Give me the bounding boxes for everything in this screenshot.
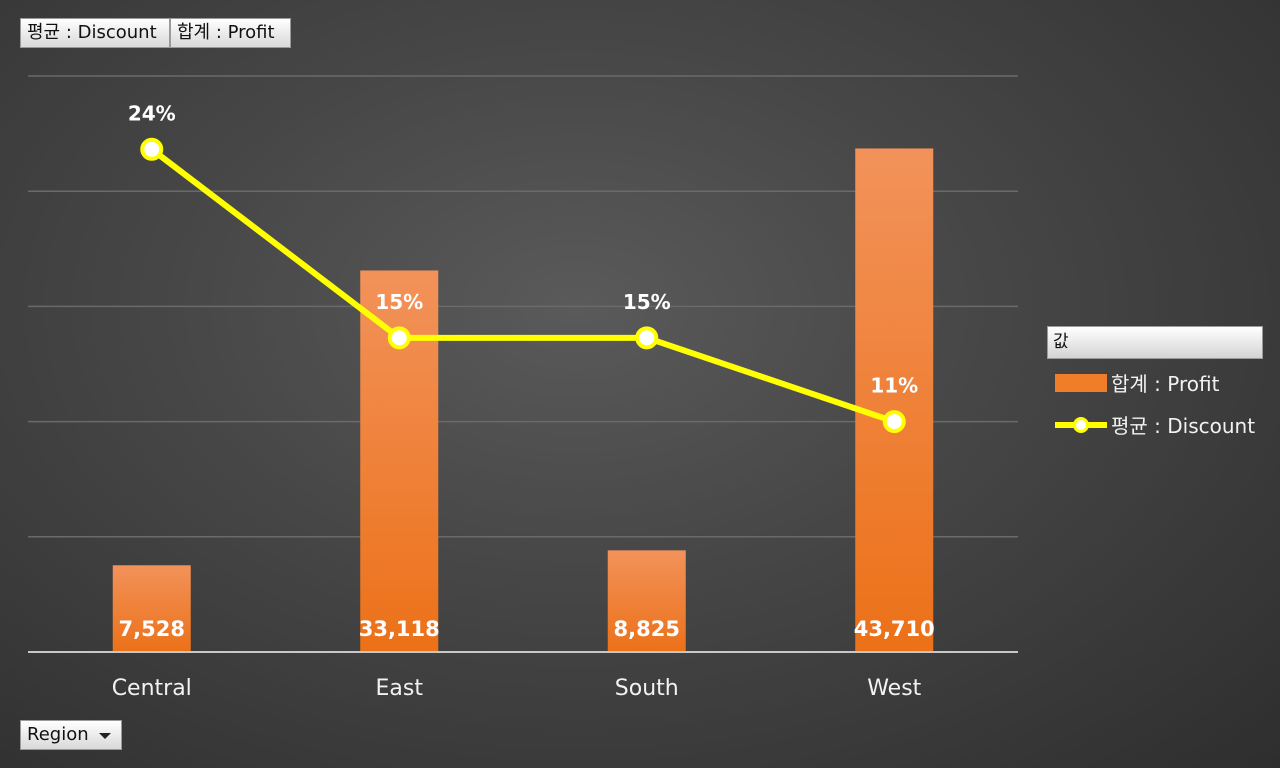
profit-bars	[112, 148, 934, 652]
legend-item-profit[interactable]: 합계 : Profit	[1055, 368, 1219, 397]
profit-bar-west	[855, 148, 934, 652]
profit-label: 33,118	[359, 617, 440, 641]
x-tick-label: West	[867, 676, 921, 701]
line-swatch-icon	[1055, 414, 1107, 436]
profit-bar-labels: 7,528 33,118 8,825 43,710	[119, 617, 935, 641]
combo-chart: 7,528 33,118 8,825 43,710 Central East South W…	[28, 75, 1018, 701]
x-tick-label: South	[615, 676, 679, 701]
gridlines	[28, 75, 1018, 538]
profit-label: 8,825	[614, 617, 680, 641]
dropdown-arrow-icon[interactable]	[99, 733, 111, 739]
x-tick-label: East	[376, 676, 424, 701]
profit-bar-south	[607, 550, 686, 652]
region-label: Region	[27, 724, 89, 745]
legend-item-discount[interactable]: 평균 : Discount	[1055, 410, 1255, 439]
discount-label: 15%	[623, 290, 671, 314]
discount-line-path	[149, 146, 896, 425]
discount-line	[140, 137, 906, 434]
discount-point	[387, 326, 411, 350]
x-tick-label: Central	[112, 676, 192, 701]
profit-label: 7,528	[119, 617, 185, 641]
legend-label-profit: 합계 : Profit	[1111, 372, 1220, 396]
x-axis-labels: Central East South West	[112, 676, 922, 701]
region-field-button[interactable]: Region	[20, 720, 122, 750]
bar-swatch-icon	[1055, 373, 1107, 392]
discount-point	[635, 326, 659, 350]
discount-point	[140, 137, 164, 161]
discount-label: 15%	[375, 290, 423, 314]
profit-bar-central	[112, 565, 191, 652]
profit-label: 43,710	[854, 617, 935, 641]
discount-line-labels: 24% 15% 15% 11%	[128, 101, 918, 397]
discount-field-button[interactable]: 평균 : Discount	[20, 18, 170, 48]
discount-label: 11%	[870, 374, 918, 398]
discount-point	[882, 410, 906, 434]
discount-label: 24%	[128, 101, 176, 125]
legend-header[interactable]: 값	[1047, 326, 1263, 359]
profit-field-button[interactable]: 합계 : Profit	[170, 18, 291, 48]
legend-label-discount: 평균 : Discount	[1111, 414, 1256, 438]
